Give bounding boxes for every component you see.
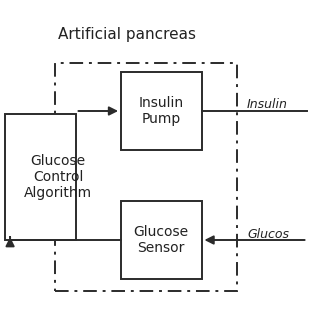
Bar bbox=[121, 201, 202, 279]
Text: Glucos: Glucos bbox=[247, 227, 289, 240]
Bar bbox=[121, 72, 202, 150]
Text: Insulin: Insulin bbox=[247, 99, 288, 112]
Text: Glucose
Control
Algorithm: Glucose Control Algorithm bbox=[24, 154, 92, 200]
Text: Insulin
Pump: Insulin Pump bbox=[139, 96, 184, 126]
Bar bbox=[55, 63, 237, 291]
Text: Artificial pancreas: Artificial pancreas bbox=[58, 27, 196, 42]
Text: Glucose
Sensor: Glucose Sensor bbox=[134, 225, 189, 255]
Bar bbox=[5, 114, 76, 240]
